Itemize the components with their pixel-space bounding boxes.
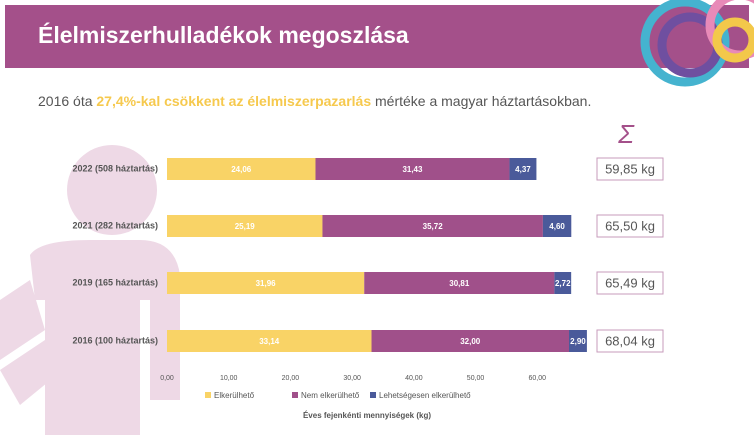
value-label: 35,72 — [423, 222, 444, 231]
bar-segment — [569, 330, 587, 352]
total-box — [596, 271, 664, 295]
subtitle-part: mértéke a magyar háztartásokban. — [371, 93, 591, 109]
y-tick-label: 2021 (282 háztartás) — [72, 220, 158, 230]
value-label: 31,96 — [256, 279, 277, 288]
value-label: 24,06 — [231, 165, 252, 174]
value-label: 2,72 — [555, 279, 571, 288]
x-axis-title: Éves fejenkénti mennyiségek (kg) — [303, 411, 431, 420]
x-tick-label: 0,00 — [160, 375, 174, 382]
legend-swatch — [292, 392, 298, 398]
value-label: 2,90 — [570, 337, 586, 346]
bar-segment — [364, 272, 555, 294]
total: 65,50 kg — [605, 218, 655, 233]
total-box — [596, 329, 664, 353]
x-tick-label: 40,00 — [405, 375, 423, 382]
total: 65,49 kg — [605, 275, 655, 290]
bar-segment — [322, 215, 543, 237]
total-box — [596, 157, 664, 181]
value-label: 4,60 — [549, 222, 565, 231]
y-tick-label: 2022 (508 háztartás) — [72, 163, 158, 173]
subtitle: 2016 óta 27,4%-kal csökkent az élelmisze… — [38, 93, 591, 109]
legend-label: Nem elkerülhető — [301, 391, 360, 400]
legend-label: Lehetségesen elkerülhető — [379, 391, 471, 400]
legend-label: Elkerülhető — [214, 391, 255, 400]
value-label: 25,19 — [235, 222, 256, 231]
bar-segment — [315, 158, 510, 180]
value-label: 31,43 — [402, 165, 423, 174]
bar-segment — [167, 215, 323, 237]
subtitle-highlight: 27,4%-kal csökkent az élelmiszerpazarlás — [96, 93, 371, 109]
value-label: 33,14 — [259, 337, 280, 346]
x-tick-label: 20,00 — [282, 375, 300, 382]
x-tick-label: 10,00 — [220, 375, 238, 382]
value-label: 4,37 — [515, 165, 531, 174]
y-tick-label: 2016 (100 háztartás) — [72, 335, 158, 345]
bar-segment — [542, 215, 572, 237]
y-tick-label: 2019 (165 háztartás) — [72, 277, 158, 287]
legend-swatch — [205, 392, 211, 398]
x-tick-label: 50,00 — [467, 375, 485, 382]
total: 59,85 kg — [605, 161, 655, 176]
subtitle-part: 2016 óta — [38, 93, 96, 109]
bar-segment — [167, 330, 372, 352]
bar-segment — [371, 330, 570, 352]
legend-swatch — [370, 392, 376, 398]
x-tick-label: 30,00 — [343, 375, 361, 382]
header-band — [5, 5, 749, 68]
bar-segment — [167, 158, 316, 180]
bar-segment — [509, 158, 537, 180]
total: 68,04 kg — [605, 333, 655, 348]
x-tick-label: 60,00 — [529, 375, 547, 382]
bar-segment — [554, 272, 572, 294]
silhouette — [0, 145, 180, 435]
decor — [640, 0, 754, 87]
title: Élelmiszerhulladékok megoszlása — [38, 21, 409, 48]
value-label: 30,81 — [449, 279, 470, 288]
bar-segment — [167, 272, 365, 294]
value-label: 32,00 — [460, 337, 481, 346]
sigma: Σ — [617, 119, 635, 149]
total-box — [596, 214, 664, 238]
